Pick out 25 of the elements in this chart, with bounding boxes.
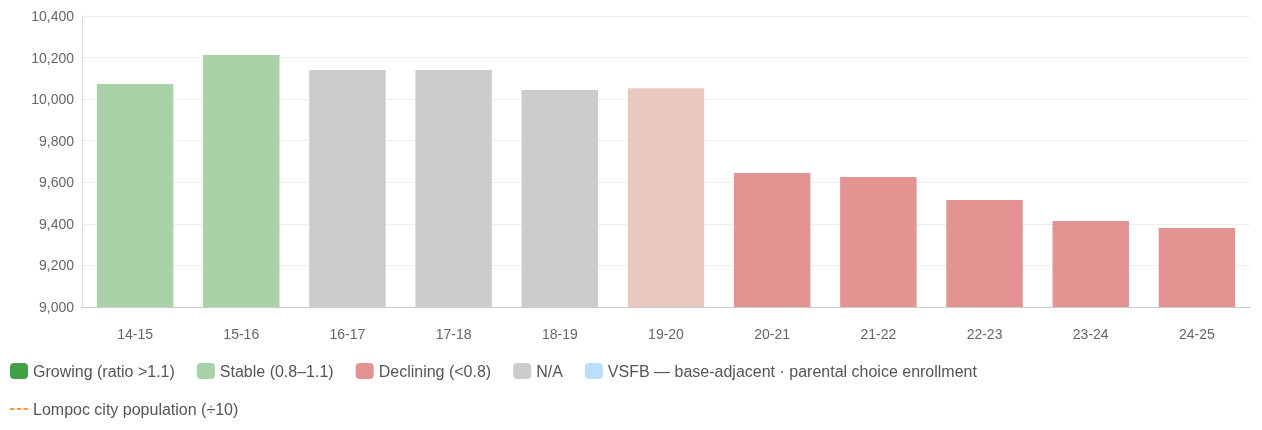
y-tick-label: 10,000 [31, 91, 75, 108]
y-tick-label: 10,400 [31, 8, 75, 24]
y-tick-label: 9,800 [38, 132, 75, 149]
y-tick-label: 9,600 [38, 174, 75, 191]
legend-label: Stable (0.8–1.1) [219, 362, 334, 380]
x-tick-label: 20-21 [754, 326, 791, 342]
y-tick-label: 10,200 [31, 49, 75, 66]
x-tick-label: 18-19 [541, 326, 578, 342]
y-tick-label: 9,000 [38, 299, 75, 315]
y-tick-label: 9,200 [38, 257, 75, 274]
x-tick-label: 24-25 [1179, 326, 1216, 342]
x-tick-label: 21-22 [860, 326, 897, 342]
y-tick-label: 9,400 [38, 215, 75, 232]
legend-label: Declining (<0.8) [378, 362, 492, 380]
legend-label: Growing (ratio >1.1) [33, 362, 175, 380]
legend-label: N/A [536, 362, 564, 380]
legend-label: VSFB — base-adjacent · parental choice enrollment [607, 362, 978, 380]
x-tick-label: 16-17 [329, 326, 366, 342]
x-tick-label: 15-16 [223, 326, 260, 342]
x-tick-label: 22-23 [966, 326, 1003, 342]
legend-label: Lompoc city population (÷10) [33, 400, 239, 418]
x-tick-label: 19-20 [648, 326, 685, 342]
x-tick-label: 17-18 [435, 326, 472, 342]
x-tick-label: 14-15 [117, 326, 154, 342]
x-tick-label: 23-24 [1072, 326, 1109, 342]
